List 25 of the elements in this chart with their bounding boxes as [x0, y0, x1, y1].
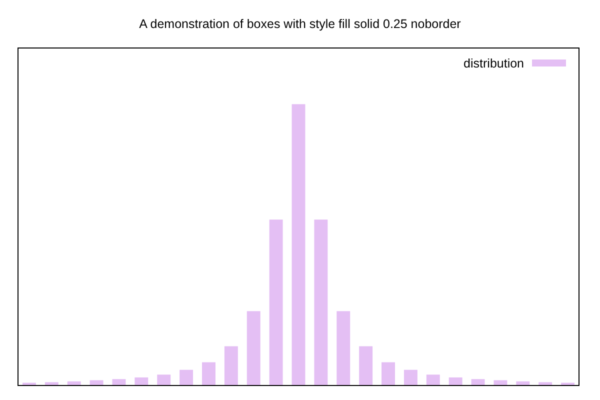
- bar: [382, 362, 395, 385]
- bar: [90, 380, 104, 385]
- bar: [516, 381, 530, 385]
- bar: [494, 380, 508, 385]
- bar: [44, 382, 58, 385]
- bar: [202, 362, 216, 385]
- bar: [404, 370, 418, 385]
- bar: [426, 374, 440, 385]
- legend-label: distribution: [464, 56, 524, 70]
- bar: [112, 379, 126, 385]
- bar: [471, 379, 485, 385]
- bar: [359, 346, 373, 385]
- bar: [314, 220, 328, 385]
- bar: [134, 377, 148, 385]
- bar: [448, 377, 462, 385]
- bar: [180, 370, 194, 385]
- bar: [224, 346, 238, 385]
- bar: [157, 374, 171, 385]
- bar: [292, 104, 306, 385]
- chart-title: A demonstration of boxes with style fill solid 0.25 noborder: [139, 17, 461, 31]
- bar: [538, 382, 552, 385]
- bar: [269, 220, 283, 385]
- bar: [246, 311, 260, 385]
- bar: [67, 381, 81, 385]
- bar: [336, 311, 350, 385]
